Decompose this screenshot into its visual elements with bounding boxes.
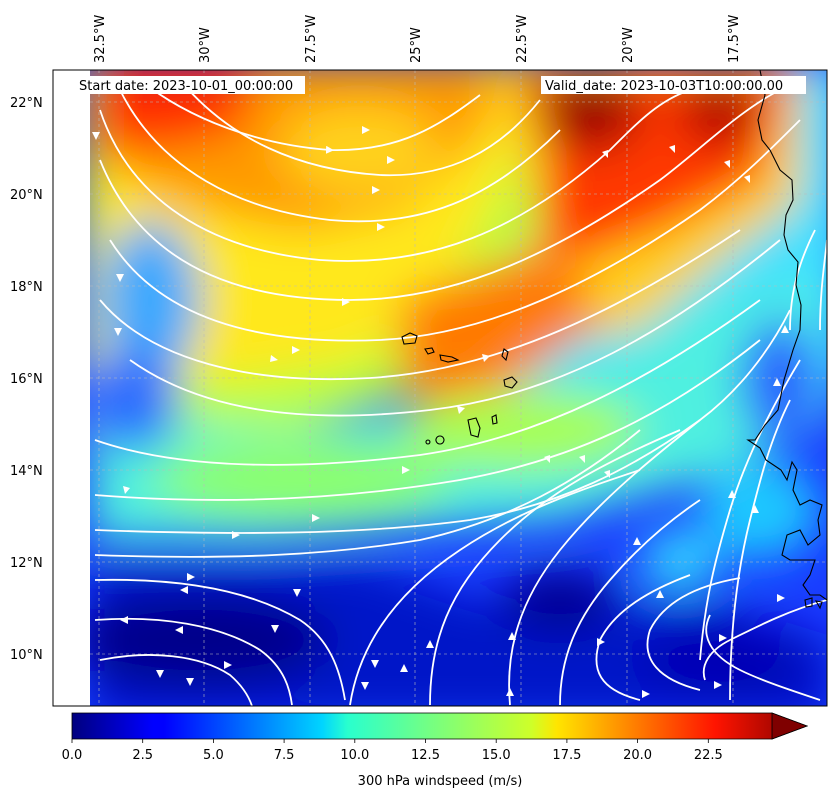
lon-label: 32.5°W <box>93 15 108 63</box>
cape-verde-sao-nicolau <box>439 354 460 363</box>
valid-date-label: Valid_date: 2023-10-03T10:00:00.00 <box>545 79 783 94</box>
graticule <box>90 70 827 706</box>
cape-verde-maio <box>491 414 498 425</box>
streamlines <box>94 79 827 706</box>
colorbar-body <box>71 712 809 740</box>
colorbar-tick-labels: 0.0 2.5 5.0 7.5 10.0 12.5 15.0 17.5 20.0… <box>62 748 723 763</box>
colorbar-tick: 0.0 <box>62 748 83 763</box>
colorbar-label: 300 hPa windspeed (m/s) <box>358 774 523 789</box>
colorbar-tick: 12.5 <box>411 748 440 763</box>
lat-label: 20°N <box>10 188 43 203</box>
lat-label: 22°N <box>10 96 43 111</box>
lon-label: 20°W <box>621 27 636 63</box>
lon-label: 27.5°W <box>304 15 319 63</box>
streamline-arrows <box>92 86 789 698</box>
cape-verde-santo-antao <box>401 332 418 345</box>
latitude-labels: 22°N 20°N 18°N 16°N 14°N 12°N 10°N <box>10 96 43 663</box>
colorbar-extend-arrow <box>771 712 809 740</box>
colorbar-tick: 7.5 <box>274 748 295 763</box>
lat-label: 18°N <box>10 280 43 295</box>
map-frame <box>52 69 828 707</box>
colorbar-tick: 22.5 <box>694 748 723 763</box>
colorbar-tick: 5.0 <box>203 748 224 763</box>
lon-label: 22.5°W <box>515 15 530 63</box>
cape-verde-brava <box>425 439 431 445</box>
colorbar: 0.0 2.5 5.0 7.5 10.0 12.5 15.0 17.5 20.0… <box>62 712 809 789</box>
start-label-bg <box>75 76 305 94</box>
lon-label: 17.5°W <box>727 15 742 63</box>
colorbar-tick: 10.0 <box>340 748 369 763</box>
lat-label: 12°N <box>10 556 43 571</box>
colorbar-tick: 2.5 <box>132 748 153 763</box>
bijagos-islands <box>804 597 823 610</box>
west-africa-coast <box>746 70 827 601</box>
cape-verde-sal <box>501 348 509 362</box>
colorbar-ticks <box>71 739 709 743</box>
colorbar-tick: 17.5 <box>552 748 581 763</box>
lat-label: 10°N <box>10 648 43 663</box>
lat-label: 14°N <box>10 464 43 479</box>
cape-verde-santiago <box>467 417 481 438</box>
lat-label: 16°N <box>10 372 43 387</box>
lon-label: 30°W <box>198 27 213 63</box>
valid-label-bg <box>541 76 806 94</box>
cape-verde-fogo <box>435 435 445 445</box>
colorbar-tick: 15.0 <box>482 748 511 763</box>
coastlines <box>401 70 827 610</box>
cape-verde-boa-vista <box>503 376 518 389</box>
start-date-label: Start date: 2023-10-01_00:00:00 <box>79 79 293 94</box>
cape-verde-sao-vicente <box>424 347 435 355</box>
longitude-labels: 32.5°W 30°W 27.5°W 25°W 22.5°W 20°W 17.5… <box>93 15 742 63</box>
lon-label: 25°W <box>409 27 424 63</box>
colorbar-tick: 20.0 <box>623 748 652 763</box>
